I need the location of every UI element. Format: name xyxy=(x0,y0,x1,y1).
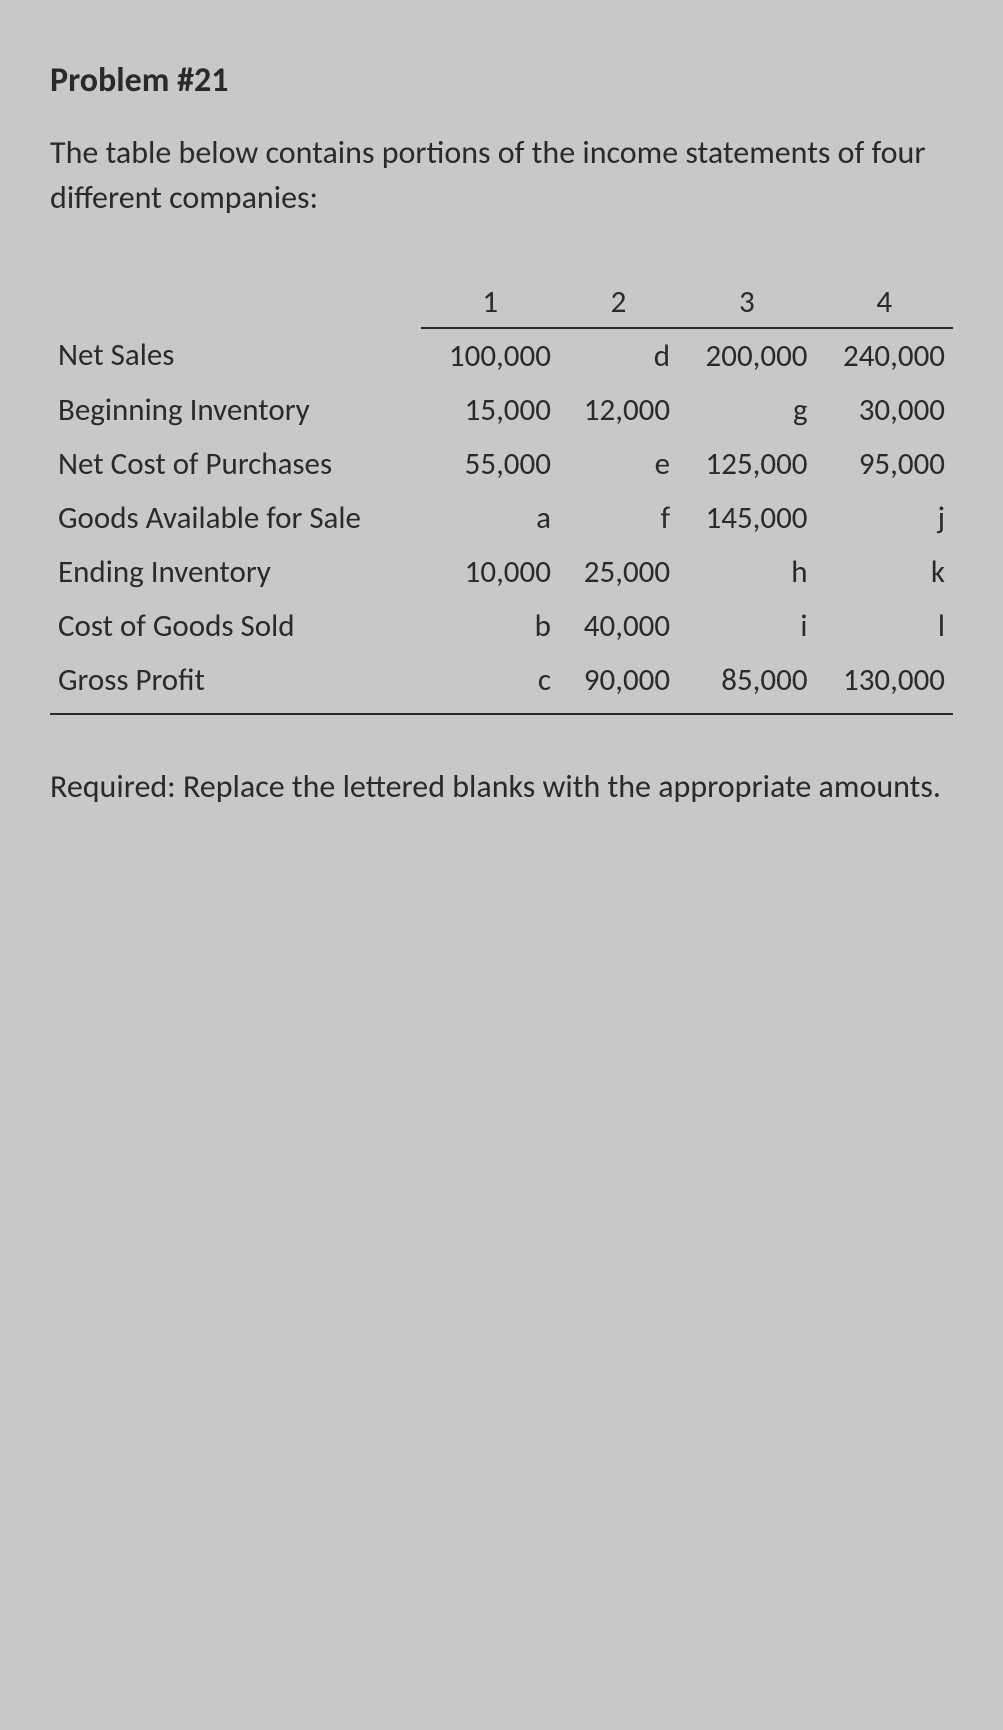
table-header-col3: 3 xyxy=(678,271,815,328)
table-row: Cost of Goods Sold b 40,000 i l xyxy=(50,599,953,653)
required-section: Required: Replace the lettered blanks wi… xyxy=(50,765,953,810)
cell: 95,000 xyxy=(816,437,953,491)
cell: h xyxy=(678,545,815,599)
cell: 125,000 xyxy=(678,437,815,491)
cell: 90,000 xyxy=(559,653,678,714)
cell: 145,000 xyxy=(678,491,815,545)
row-label: Net Sales xyxy=(50,328,421,383)
required-text: Replace the lettered blanks with the app… xyxy=(183,767,941,806)
row-label: Ending Inventory xyxy=(50,545,421,599)
table-header-blank xyxy=(50,271,421,328)
row-label: Gross Profit xyxy=(50,653,421,714)
table-row: Beginning Inventory 15,000 12,000 g 30,0… xyxy=(50,383,953,437)
cell: i xyxy=(678,599,815,653)
cell: 200,000 xyxy=(678,328,815,383)
cell: 55,000 xyxy=(421,437,558,491)
cell: f xyxy=(559,491,678,545)
cell: 40,000 xyxy=(559,599,678,653)
cell: c xyxy=(421,653,558,714)
cell: l xyxy=(816,599,953,653)
cell: e xyxy=(559,437,678,491)
table-row: Net Sales 100,000 d 200,000 240,000 xyxy=(50,328,953,383)
cell: b xyxy=(421,599,558,653)
cell: a xyxy=(421,491,558,545)
table-row: Goods Available for Sale a f 145,000 j xyxy=(50,491,953,545)
table-row: Gross Profit c 90,000 85,000 130,000 xyxy=(50,653,953,714)
cell: 30,000 xyxy=(816,383,953,437)
required-label: Required: xyxy=(50,767,176,806)
problem-number: Problem #21 xyxy=(50,60,953,101)
cell: 100,000 xyxy=(421,328,558,383)
cell: 240,000 xyxy=(816,328,953,383)
row-label: Net Cost of Purchases xyxy=(50,437,421,491)
problem-intro: The table below contains portions of the… xyxy=(50,131,953,221)
row-label: Goods Available for Sale xyxy=(50,491,421,545)
cell: 25,000 xyxy=(559,545,678,599)
cell: 12,000 xyxy=(559,383,678,437)
cell: 130,000 xyxy=(816,653,953,714)
row-label: Beginning Inventory xyxy=(50,383,421,437)
table-header-col4: 4 xyxy=(816,271,953,328)
cell: d xyxy=(559,328,678,383)
table-row: Net Cost of Purchases 55,000 e 125,000 9… xyxy=(50,437,953,491)
cell: j xyxy=(816,491,953,545)
cell: 85,000 xyxy=(678,653,815,714)
table-header-col1: 1 xyxy=(421,271,558,328)
row-label: Cost of Goods Sold xyxy=(50,599,421,653)
table-header-col2: 2 xyxy=(559,271,678,328)
cell: 10,000 xyxy=(421,545,558,599)
cell: g xyxy=(678,383,815,437)
cell: 15,000 xyxy=(421,383,558,437)
cell: k xyxy=(816,545,953,599)
table-header-row: 1 2 3 4 xyxy=(50,271,953,328)
table-row: Ending Inventory 10,000 25,000 h k xyxy=(50,545,953,599)
income-statement-table: 1 2 3 4 Net Sales 100,000 d 200,000 240,… xyxy=(50,271,953,715)
